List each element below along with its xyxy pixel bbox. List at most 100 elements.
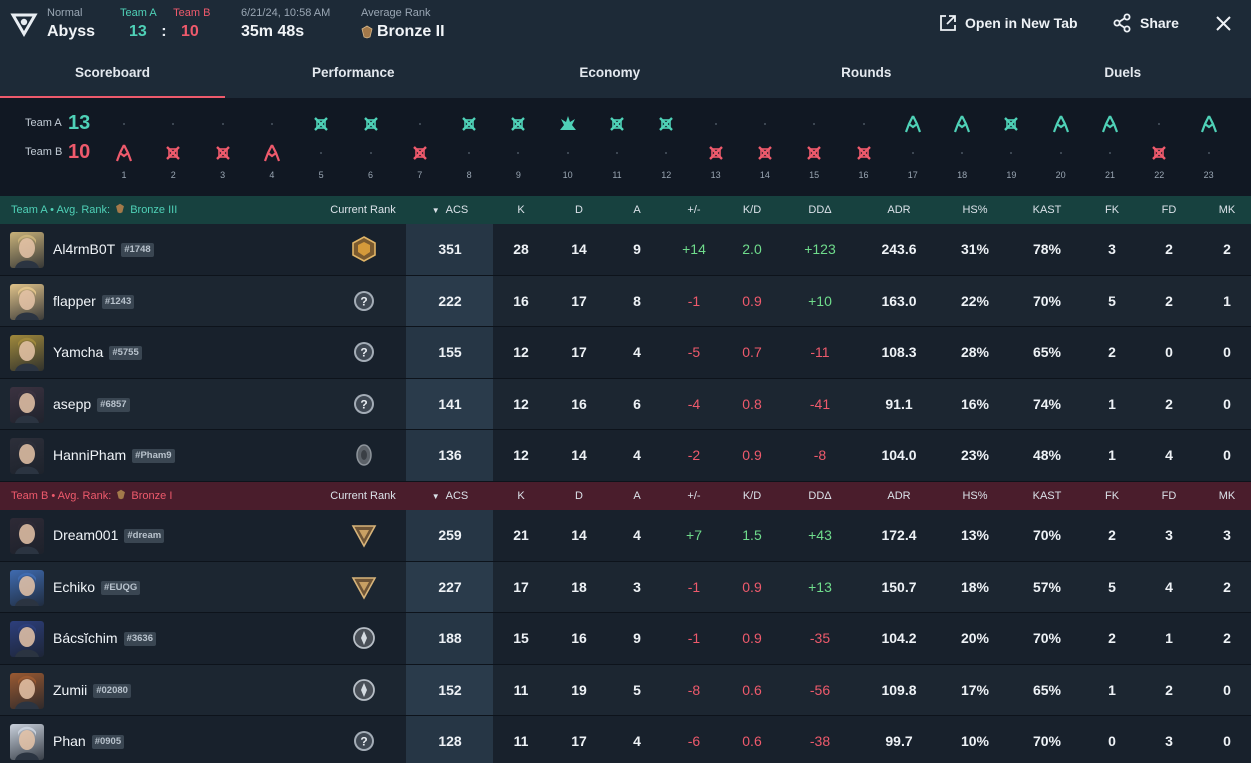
stat-k: 28 [513,241,529,257]
acs-column-highlight [406,275,493,326]
round-marker[interactable]: 22 [1144,98,1174,196]
column-header-mk[interactable]: MK [1212,482,1242,510]
round-marker[interactable]: 17 [898,98,928,196]
round-marker[interactable]: 13 [701,98,731,196]
player-row[interactable]: Bácsĭchim #3636 188 15 16 9 -1 0.9 -35 104.2 20% 70… [0,613,1251,665]
round-marker[interactable]: 14 [750,98,780,196]
tab-scoreboard[interactable]: Scoreboard [0,48,225,98]
round-marker[interactable]: 15 [799,98,829,196]
player-name[interactable]: HanniPham #Pham9 [53,430,175,481]
tab-duels[interactable]: Duels [1104,65,1142,80]
column-header-kast[interactable]: KAST [1022,482,1072,510]
stat-pm: -8 [687,681,701,698]
round-marker[interactable]: 3 [208,98,238,196]
column-header-fd[interactable]: FD [1154,482,1184,510]
agent-avatar [10,569,44,606]
open-new-tab-button[interactable]: Open in New Tab [939,12,1078,34]
round-marker[interactable]: 20 [1046,98,1076,196]
player-row[interactable]: flapper #1243? 222 16 17 8 -1 0.9 +10 163.0 22% 70%… [0,275,1251,327]
column-header-acs[interactable]: ▼ ACS [420,196,480,225]
player-name-text: Zumii [53,681,88,698]
column-header-pm[interactable]: +/- [674,196,714,224]
column-header-dd[interactable]: DDΔ [795,196,845,224]
round-marker[interactable]: 16 [849,98,879,196]
column-header-k[interactable]: K [506,482,536,510]
round-number: 3 [220,170,226,180]
round-marker[interactable]: 5 [306,98,336,196]
player-row[interactable]: Dream001 #dream 259 21 14 4 +7 1.5 +43 172.4 13% 70… [0,510,1251,562]
share-button[interactable]: Share [1112,12,1179,34]
round-marker[interactable]: 21 [1095,98,1125,196]
column-header-hs[interactable]: HS% [950,196,1000,224]
column-header-adr[interactable]: ADR [869,196,929,224]
round-marker[interactable]: 1 [109,98,139,196]
round-marker[interactable]: 7 [405,98,435,196]
tab-rounds[interactable]: Rounds [841,65,892,80]
column-header-kd[interactable]: K/D [732,482,772,510]
column-header-fk[interactable]: FK [1097,196,1127,224]
column-header-fd[interactable]: FD [1154,196,1184,224]
tab-performance[interactable]: Performance [311,65,395,80]
column-header-current-rank[interactable]: Current Rank [318,482,408,510]
share-label: Share [1140,15,1179,31]
defuse-icon [263,144,280,162]
column-header-dd[interactable]: DDΔ [795,482,845,510]
stat-fd: 2 [1165,241,1173,257]
empty-round-dot [911,152,914,154]
round-marker[interactable]: 9 [503,98,533,196]
column-header-a[interactable]: A [622,482,652,510]
player-row[interactable]: Zumii #02080 152 11 19 5 -8 0.6 -56 109.8 17% 65% 1 2… [0,664,1251,716]
stat-mk: 0 [1223,395,1231,412]
player-row[interactable]: Yamcha #5755? 155 12 17 4 -5 0.7 -11 108.3 28% 65% 2… [0,327,1251,379]
column-header-acs[interactable]: ▼ ACS [420,482,480,511]
tab-economy[interactable]: Economy [579,65,641,80]
column-header-d[interactable]: D [564,482,594,510]
column-header-current-rank[interactable]: Current Rank [318,196,408,224]
round-marker[interactable]: 10 [553,98,583,196]
round-marker[interactable]: 8 [454,98,484,196]
stat-kast: 74% [1032,395,1062,412]
round-marker[interactable]: 18 [947,98,977,196]
column-header-fk[interactable]: FK [1097,482,1127,510]
column-header-kast[interactable]: KAST [1022,196,1072,224]
column-header-k[interactable]: K [506,196,536,224]
team-a-scoreboard: Team A • Avg. Rank: Bronze III Current R… [0,196,1251,482]
column-header-pm[interactable]: +/- [674,482,714,510]
player-name[interactable]: Dream001 #dream [53,510,165,561]
round-marker[interactable]: 6 [356,98,386,196]
column-header-d[interactable]: D [564,196,594,224]
close-icon[interactable] [1216,16,1231,31]
column-header-mk[interactable]: MK [1212,196,1242,224]
player-name[interactable]: flapper #1243 [53,276,135,327]
player-name[interactable]: Bácsĭchim #3636 [53,613,156,664]
player-name[interactable]: Al4rmB0T #1748 [53,224,154,275]
column-header-hs[interactable]: HS% [950,482,1000,510]
round-marker[interactable]: 11 [602,98,632,196]
player-name[interactable]: asepp #6857 [53,379,130,430]
column-header-kd[interactable]: K/D [732,196,772,224]
round-marker[interactable]: 19 [996,98,1026,196]
stat-dd: +10 [808,292,832,309]
stat-fd: 3 [1165,733,1173,749]
player-name[interactable]: Yamcha #5755 [53,327,142,378]
player-tag: #5755 [109,346,142,360]
player-row[interactable]: asepp #6857? 141 12 16 6 -4 0.8 -41 91.1 16% 74% 1 2 0 [0,378,1251,430]
round-marker[interactable]: 12 [651,98,681,196]
player-row[interactable]: Echiko #EUQG 227 17 18 3 -1 0.9 +13 150.7 18% 57% 5 4… [0,561,1251,613]
round-number: 18 [957,170,968,180]
iron-rank-icon [356,444,372,466]
column-header-a[interactable]: A [622,196,652,224]
player-row[interactable]: HanniPham #Pham9 136 12 14 4 -2 0.9 -8 104.0 23% 48… [0,430,1251,482]
round-marker[interactable]: 4 [257,98,287,196]
round-marker[interactable]: 23 [1194,98,1224,196]
round-marker[interactable]: 2 [158,98,188,196]
column-header-adr[interactable]: ADR [869,482,929,510]
player-row[interactable]: Al4rmB0T #1748 351 28 14 9 +14 2.0 +123 243.6 31% 7… [0,224,1251,276]
round-number: 13 [710,170,721,180]
player-row[interactable]: Phan #0905? 128 11 17 4 -6 0.6 -38 99.7 10% 70% 0 3 0 [0,716,1251,763]
unranked-icon: ? [354,393,374,414]
player-name[interactable]: Phan #0905 [53,716,125,763]
empty-round-dot [369,152,372,154]
player-name[interactable]: Echiko #EUQG [53,562,141,613]
player-name[interactable]: Zumii #02080 [53,665,131,716]
